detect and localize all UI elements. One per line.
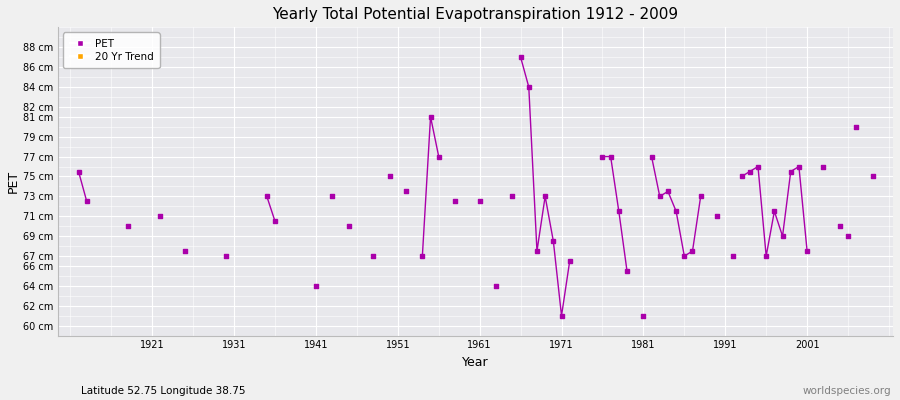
- Title: Yearly Total Potential Evapotranspiration 1912 - 2009: Yearly Total Potential Evapotranspiratio…: [273, 7, 679, 22]
- Point: [382, 173, 397, 180]
- Y-axis label: PET: PET: [7, 170, 20, 193]
- Point: [448, 198, 463, 204]
- Point: [489, 283, 503, 289]
- Point: [121, 223, 135, 230]
- Text: worldspecies.org: worldspecies.org: [803, 386, 891, 396]
- Point: [816, 163, 831, 170]
- Point: [309, 283, 323, 289]
- Legend: PET, 20 Yr Trend: PET, 20 Yr Trend: [63, 32, 159, 68]
- Point: [153, 213, 167, 220]
- Point: [366, 253, 381, 259]
- Point: [849, 124, 863, 130]
- X-axis label: Year: Year: [463, 356, 489, 369]
- Point: [325, 193, 339, 200]
- Point: [341, 223, 356, 230]
- Point: [178, 248, 193, 254]
- Point: [866, 173, 880, 180]
- Point: [399, 188, 413, 195]
- Point: [710, 213, 724, 220]
- Point: [219, 253, 233, 259]
- Point: [832, 223, 847, 230]
- Text: Latitude 52.75 Longitude 38.75: Latitude 52.75 Longitude 38.75: [81, 386, 246, 396]
- Point: [472, 198, 487, 204]
- Point: [841, 233, 855, 239]
- Point: [726, 253, 741, 259]
- Point: [505, 193, 519, 200]
- Point: [636, 312, 651, 319]
